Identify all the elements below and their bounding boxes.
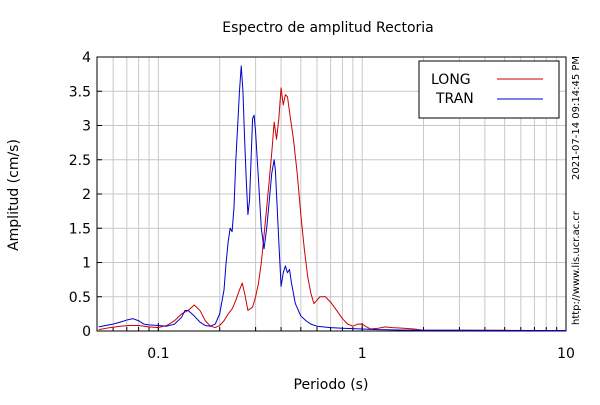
legend-label-tran: TRAN: [435, 91, 474, 107]
legend: LONG TRAN: [418, 60, 560, 119]
axis-ticks: 0 0.5 1 1.5 2 2.5 3 3.5 4 0.1 1 10: [69, 50, 575, 362]
y-tick-label: 0: [82, 324, 91, 340]
y-tick-label: 3: [82, 119, 91, 135]
y-tick-label: 2: [82, 187, 91, 203]
series-line-long: [98, 87, 567, 332]
x-tick-label: 0.1: [147, 346, 169, 362]
legend-label-long: LONG: [431, 72, 471, 88]
legend-box: [418, 60, 560, 119]
y-tick-label: 3.5: [69, 84, 91, 100]
y-tick-label: 0.5: [69, 290, 91, 306]
grid: [97, 57, 566, 331]
x-tick-label: 1: [358, 346, 367, 362]
x-axis-label: Periodo (s): [294, 377, 369, 393]
series-layer: [98, 65, 567, 332]
series-line-tran: [98, 65, 567, 332]
x-tick-label: 10: [557, 346, 575, 362]
source-url-annotation: http://www.lis.ucr.ac.cr: [571, 210, 582, 325]
y-tick-label: 4: [82, 50, 91, 66]
chart-title: Espectro de amplitud Rectoria: [222, 20, 434, 36]
y-tick-label: 1: [82, 256, 91, 272]
y-axis-label: Amplitud (cm/s): [6, 139, 22, 251]
y-tick-label: 1.5: [69, 221, 91, 237]
timestamp-annotation: 2021-07-14 09:14:45 PM: [571, 56, 582, 180]
y-tick-label: 2.5: [69, 153, 91, 169]
